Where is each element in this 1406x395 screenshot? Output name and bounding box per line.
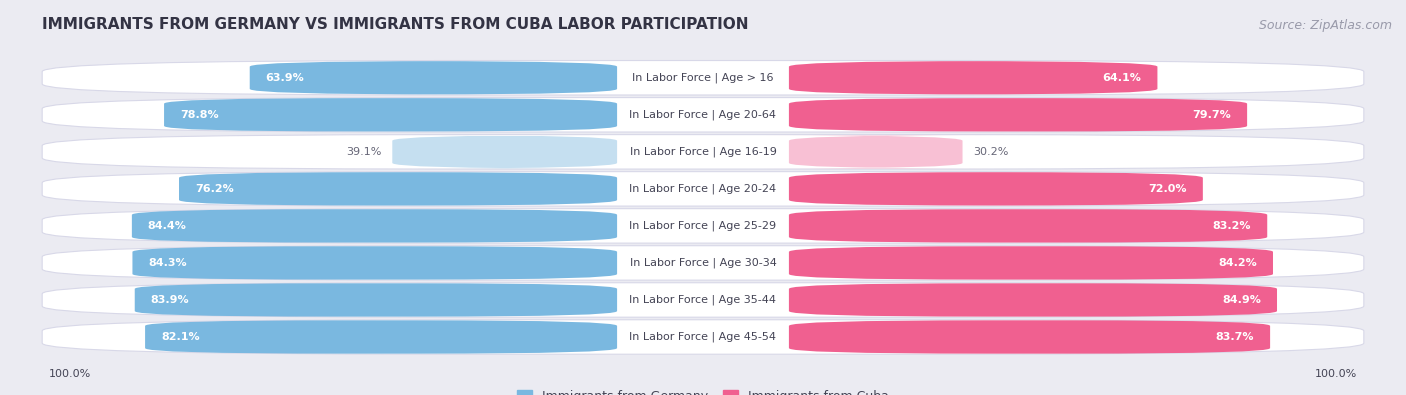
Text: 64.1%: 64.1% bbox=[1102, 73, 1142, 83]
Text: 83.2%: 83.2% bbox=[1213, 221, 1251, 231]
Text: 84.3%: 84.3% bbox=[148, 258, 187, 268]
FancyBboxPatch shape bbox=[42, 135, 1364, 169]
FancyBboxPatch shape bbox=[42, 98, 1364, 132]
Text: IMMIGRANTS FROM GERMANY VS IMMIGRANTS FROM CUBA LABOR PARTICIPATION: IMMIGRANTS FROM GERMANY VS IMMIGRANTS FR… bbox=[42, 17, 748, 32]
FancyBboxPatch shape bbox=[42, 283, 1364, 317]
Text: 63.9%: 63.9% bbox=[266, 73, 304, 83]
Text: In Labor Force | Age > 16: In Labor Force | Age > 16 bbox=[633, 73, 773, 83]
Text: 39.1%: 39.1% bbox=[346, 147, 382, 157]
FancyBboxPatch shape bbox=[132, 246, 617, 280]
FancyBboxPatch shape bbox=[392, 135, 617, 169]
FancyBboxPatch shape bbox=[789, 98, 1247, 132]
Text: In Labor Force | Age 25-29: In Labor Force | Age 25-29 bbox=[630, 221, 776, 231]
FancyBboxPatch shape bbox=[789, 320, 1270, 354]
FancyBboxPatch shape bbox=[42, 320, 1364, 354]
FancyBboxPatch shape bbox=[789, 283, 1277, 317]
FancyBboxPatch shape bbox=[135, 283, 617, 317]
Text: 84.4%: 84.4% bbox=[148, 221, 187, 231]
Text: In Labor Force | Age 16-19: In Labor Force | Age 16-19 bbox=[630, 147, 776, 157]
FancyBboxPatch shape bbox=[789, 209, 1267, 243]
Text: 84.9%: 84.9% bbox=[1222, 295, 1261, 305]
FancyBboxPatch shape bbox=[789, 61, 1157, 94]
Text: 78.8%: 78.8% bbox=[180, 110, 218, 120]
FancyBboxPatch shape bbox=[179, 172, 617, 205]
Text: 83.9%: 83.9% bbox=[150, 295, 190, 305]
Text: 79.7%: 79.7% bbox=[1192, 110, 1232, 120]
FancyBboxPatch shape bbox=[42, 209, 1364, 243]
FancyBboxPatch shape bbox=[42, 172, 1364, 206]
Legend: Immigrants from Germany, Immigrants from Cuba: Immigrants from Germany, Immigrants from… bbox=[517, 389, 889, 395]
Text: 30.2%: 30.2% bbox=[973, 147, 1008, 157]
Text: 76.2%: 76.2% bbox=[195, 184, 233, 194]
Text: In Labor Force | Age 35-44: In Labor Force | Age 35-44 bbox=[630, 295, 776, 305]
Text: 84.2%: 84.2% bbox=[1219, 258, 1257, 268]
FancyBboxPatch shape bbox=[145, 320, 617, 354]
Text: 83.7%: 83.7% bbox=[1216, 332, 1254, 342]
Text: 82.1%: 82.1% bbox=[160, 332, 200, 342]
Text: In Labor Force | Age 30-34: In Labor Force | Age 30-34 bbox=[630, 258, 776, 268]
FancyBboxPatch shape bbox=[765, 135, 987, 169]
FancyBboxPatch shape bbox=[789, 246, 1272, 280]
Text: Source: ZipAtlas.com: Source: ZipAtlas.com bbox=[1258, 19, 1392, 32]
FancyBboxPatch shape bbox=[165, 98, 617, 132]
FancyBboxPatch shape bbox=[42, 246, 1364, 280]
Text: In Labor Force | Age 45-54: In Labor Force | Age 45-54 bbox=[630, 332, 776, 342]
FancyBboxPatch shape bbox=[132, 209, 617, 243]
Text: 72.0%: 72.0% bbox=[1149, 184, 1187, 194]
Text: In Labor Force | Age 20-64: In Labor Force | Age 20-64 bbox=[630, 109, 776, 120]
Text: In Labor Force | Age 20-24: In Labor Force | Age 20-24 bbox=[630, 184, 776, 194]
FancyBboxPatch shape bbox=[42, 60, 1364, 95]
Text: 100.0%: 100.0% bbox=[1315, 369, 1357, 379]
Text: 100.0%: 100.0% bbox=[49, 369, 91, 379]
FancyBboxPatch shape bbox=[789, 172, 1204, 205]
FancyBboxPatch shape bbox=[250, 61, 617, 94]
